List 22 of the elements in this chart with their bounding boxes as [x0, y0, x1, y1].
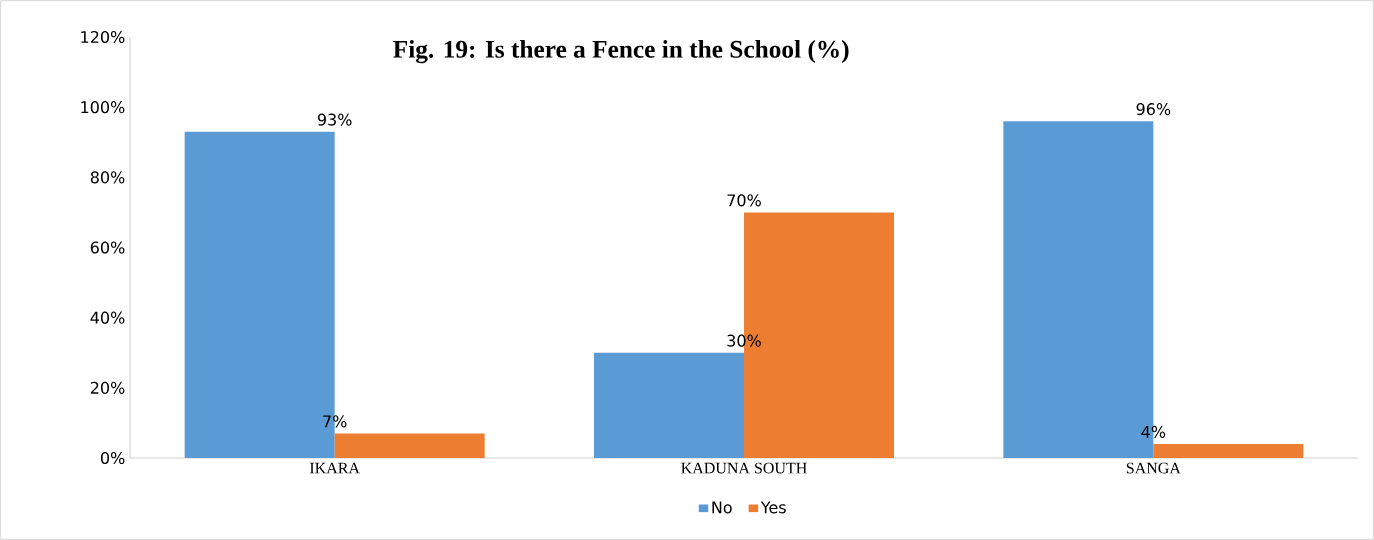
data-label: 96% — [1136, 103, 1171, 116]
legend-label: Yes — [760, 501, 786, 514]
data-label: 7% — [323, 415, 347, 428]
x-tick-label: SANGA — [1126, 462, 1181, 474]
data-label: 4% — [1141, 425, 1166, 438]
legend-label: No — [712, 501, 732, 514]
y-tick-label: 0% — [100, 451, 125, 465]
y-tick-label: 60% — [90, 241, 125, 254]
y-tick-label: 100% — [81, 101, 125, 114]
y-tick-label: 40% — [90, 311, 125, 324]
data-label: 70% — [727, 194, 761, 207]
bar — [1153, 443, 1304, 458]
chart-title: Fig. 19: Is there a Fence in the School (%) — [393, 40, 849, 64]
y-tick-label: 20% — [90, 381, 125, 394]
data-label: 30% — [727, 334, 761, 347]
bar — [334, 433, 485, 458]
x-tick-label: KADUNA SOUTH — [681, 462, 807, 474]
x-tick-label: IKARA — [309, 462, 360, 474]
y-tick-label: 80% — [90, 171, 125, 184]
data-label: 93% — [317, 113, 352, 126]
bar — [594, 352, 745, 458]
y-tick-label: 120% — [81, 30, 125, 44]
